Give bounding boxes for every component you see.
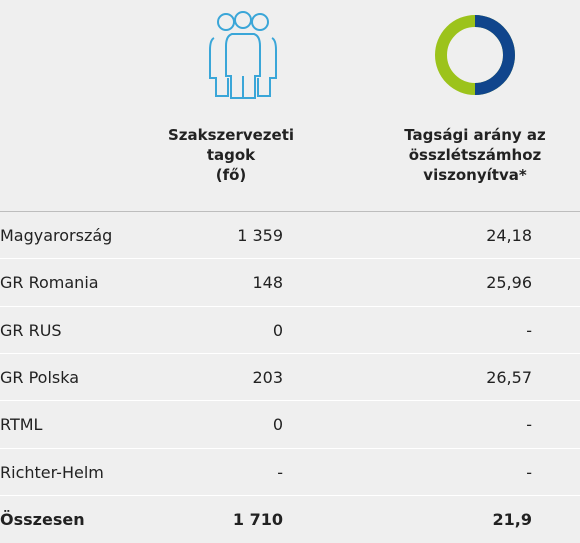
table-row: GR Polska 203 26,57 <box>0 352 580 401</box>
donut-icon <box>435 15 515 95</box>
table-cell: GR Romania <box>0 273 99 293</box>
table-cell: - <box>526 462 532 482</box>
table-row: GR RUS 0 - <box>0 305 580 354</box>
header-line: Tagsági arány az <box>404 126 546 144</box>
table-cell: Richter-Helm <box>0 462 104 482</box>
header-line: viszonyítva* <box>423 166 527 184</box>
table-cell: - <box>526 415 532 435</box>
table-cell: 148 <box>252 273 283 293</box>
people-icon <box>209 11 277 99</box>
table-cell: 1 710 <box>232 509 283 529</box>
table-cell: 1 359 <box>237 226 283 245</box>
page: Szakszervezeti tagok (fő) Tagsági arány az… <box>0 11 580 529</box>
header-line: összlétszámhoz <box>408 146 542 164</box>
table-row: Richter-Helm - - <box>0 447 580 496</box>
table-cell: RTML <box>0 415 43 435</box>
column-header: Szakszervezeti tagok (fő) <box>131 125 331 185</box>
table-row: Magyarország 1 359 24,18 <box>0 211 580 259</box>
header-line: tagok <box>206 146 256 164</box>
table-cell: 203 <box>252 367 283 387</box>
table-cell: Magyarország <box>0 226 113 245</box>
table-cell: - <box>277 462 283 482</box>
table-cell: 25,96 <box>486 273 532 293</box>
table-row: Összesen 1 710 21,9 <box>0 494 580 543</box>
table-cell: GR RUS <box>0 320 62 340</box>
table-cell: 24,18 <box>486 226 532 245</box>
table-cell: GR Polska <box>0 367 80 387</box>
column-header: Tagsági arány az összlétszámhoz viszonyítv… <box>375 125 575 185</box>
table-cell: 26,57 <box>486 367 532 387</box>
table-cell: 21,9 <box>492 509 532 529</box>
table-row: RTML 0 - <box>0 400 580 448</box>
table-row: GR Romania 148 25,96 <box>0 258 580 306</box>
icons <box>209 11 515 99</box>
header-line: (fő) <box>215 166 247 184</box>
table-cell: 0 <box>272 320 283 340</box>
header-line: Szakszervezeti <box>167 126 295 144</box>
table-cell: Összesen <box>0 509 85 529</box>
table-cell: 0 <box>272 415 283 435</box>
table-cell: - <box>526 320 532 340</box>
